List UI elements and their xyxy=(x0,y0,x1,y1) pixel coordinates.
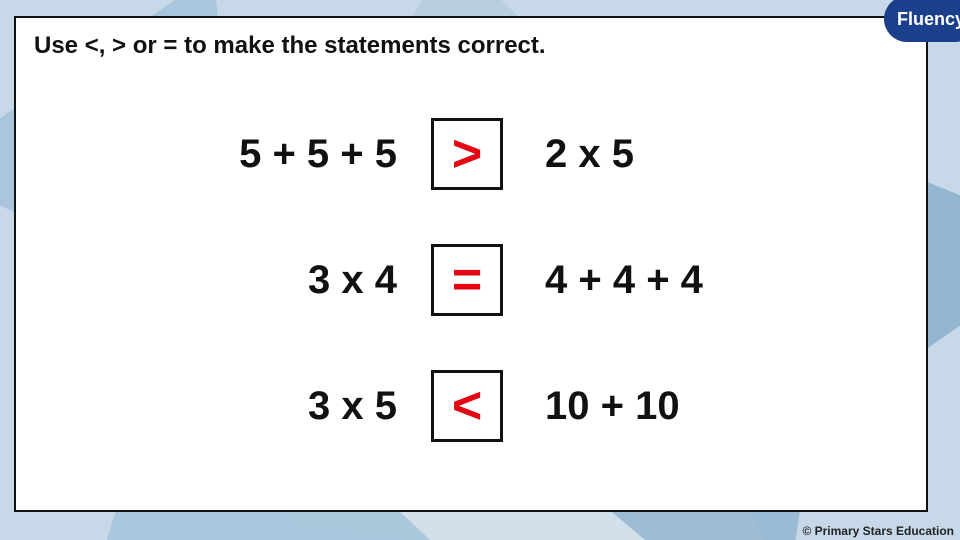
left-expression: 5 + 5 + 5 xyxy=(177,132,397,177)
fluency-badge-label: Fluency xyxy=(897,9,960,30)
left-expression: 3 x 4 xyxy=(177,258,397,303)
comparison-rows: 5 + 5 + 5 > 2 x 5 3 x 4 = 4 + 4 + 4 3 x … xyxy=(16,118,926,442)
comparison-row: 3 x 5 < 10 + 10 xyxy=(177,370,765,442)
left-expression: 3 x 5 xyxy=(177,384,397,429)
instruction-text: Use <, > or = to make the statements cor… xyxy=(34,32,546,60)
right-expression: 10 + 10 xyxy=(545,384,765,429)
comparison-row: 5 + 5 + 5 > 2 x 5 xyxy=(177,118,765,190)
comparison-row: 3 x 4 = 4 + 4 + 4 xyxy=(177,244,765,316)
operator: = xyxy=(452,250,482,310)
fluency-badge: Fluency xyxy=(884,0,960,42)
operator-box[interactable]: < xyxy=(431,370,503,442)
operator: < xyxy=(452,376,482,436)
operator-box[interactable]: = xyxy=(431,244,503,316)
operator-box[interactable]: > xyxy=(431,118,503,190)
worksheet-card: Use <, > or = to make the statements cor… xyxy=(14,16,928,512)
operator: > xyxy=(452,124,482,184)
right-expression: 4 + 4 + 4 xyxy=(545,258,765,303)
footer-copyright: © Primary Stars Education xyxy=(802,524,954,538)
right-expression: 2 x 5 xyxy=(545,132,765,177)
copyright-text: © Primary Stars Education xyxy=(802,524,954,538)
